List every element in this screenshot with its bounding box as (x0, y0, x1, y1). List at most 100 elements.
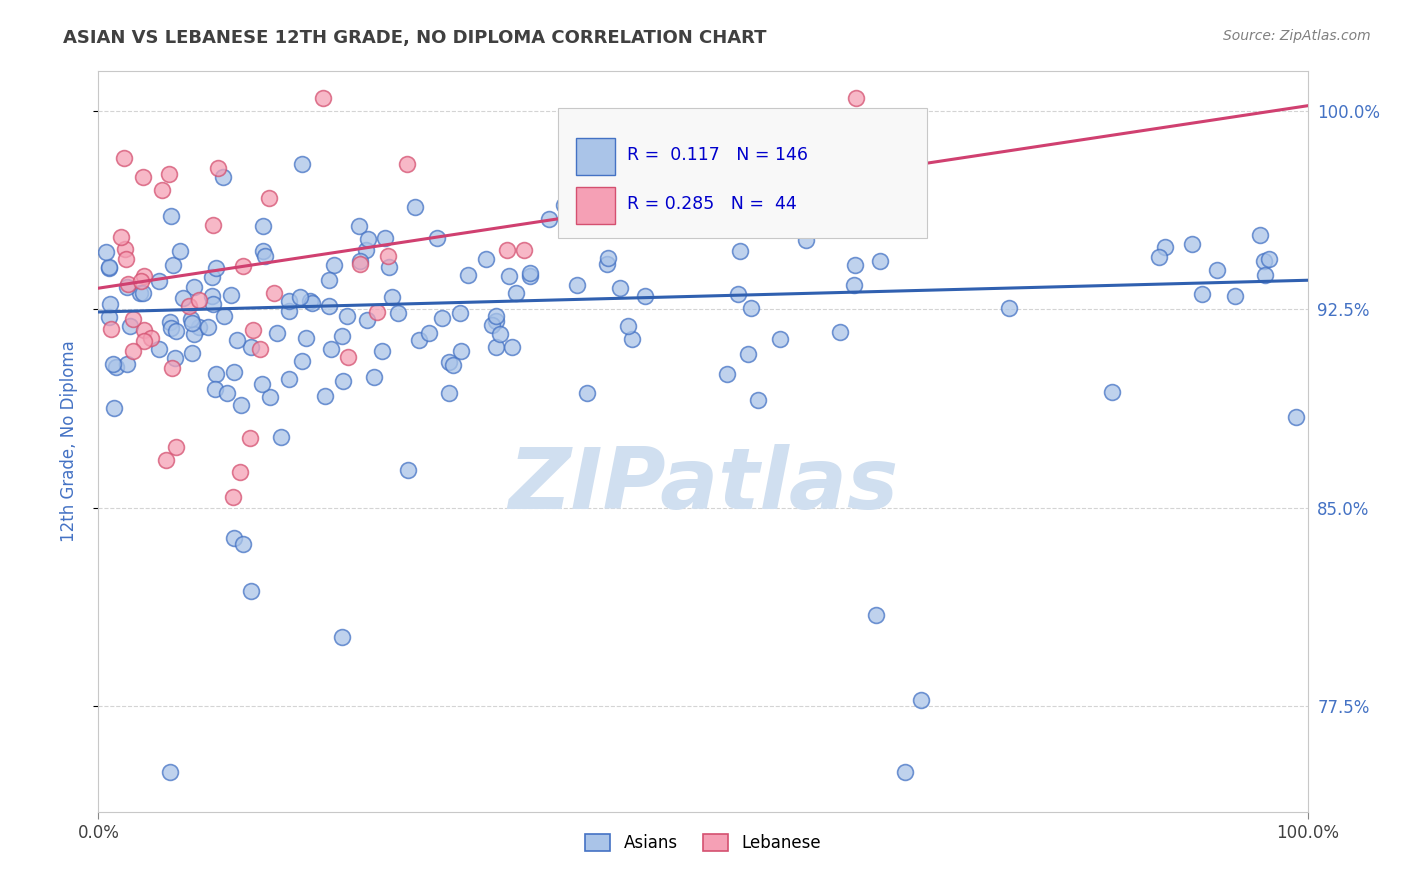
Point (128, 286, 150, 301)
Point (270, 429, 292, 443)
Point (183, 279, 205, 293)
Point (449, 305, 471, 319)
Point (609, 280, 631, 294)
Point (197, 320, 219, 334)
Point (374, 231, 396, 245)
Point (160, 209, 183, 223)
Point (794, 234, 817, 248)
Point (148, 343, 170, 357)
Point (519, 269, 541, 284)
Point (1191, 286, 1213, 301)
Point (349, 253, 371, 268)
Point (844, 258, 866, 272)
Point (101, 357, 124, 371)
Point (222, 531, 245, 545)
Text: ZIPatlas: ZIPatlas (508, 444, 898, 527)
Point (553, 198, 575, 212)
Point (475, 252, 498, 267)
Point (538, 211, 561, 226)
Point (181, 346, 204, 360)
Point (769, 332, 792, 346)
Point (396, 463, 419, 477)
Point (869, 253, 891, 268)
Point (263, 285, 285, 300)
Point (229, 465, 252, 479)
Point (366, 304, 388, 318)
Point (294, 330, 316, 344)
Point (363, 370, 385, 384)
Point (396, 157, 419, 171)
Point (134, 268, 156, 283)
Point (437, 355, 460, 369)
Point (314, 388, 336, 402)
Text: R = 0.285   N =  44: R = 0.285 N = 44 (627, 194, 797, 212)
Point (831, 198, 853, 212)
Point (747, 393, 769, 408)
Point (112, 151, 135, 165)
Point (117, 277, 139, 292)
Point (180, 311, 202, 326)
Point (378, 260, 401, 274)
Point (1254, 268, 1277, 282)
Text: ASIAN VS LEBANESE 12TH GRADE, NO DIPLOMA CORRELATION CHART: ASIAN VS LEBANESE 12TH GRADE, NO DIPLOMA… (63, 29, 766, 47)
Point (278, 293, 301, 308)
Point (159, 765, 181, 780)
Point (426, 230, 449, 244)
Point (242, 323, 264, 337)
Point (291, 157, 314, 171)
Point (565, 277, 588, 292)
Point (501, 340, 523, 354)
Point (997, 301, 1019, 315)
Point (1249, 227, 1271, 242)
Point (318, 273, 340, 287)
Point (354, 243, 377, 257)
Point (485, 314, 508, 328)
Point (98, 260, 121, 275)
Point (1223, 289, 1246, 303)
Point (505, 285, 527, 300)
Point (205, 367, 228, 381)
Point (257, 191, 280, 205)
Point (323, 258, 346, 272)
Point (1181, 236, 1204, 251)
Point (347, 219, 370, 234)
Point (165, 324, 187, 338)
FancyBboxPatch shape (558, 108, 927, 238)
Point (105, 360, 128, 375)
Point (120, 319, 142, 334)
Point (1206, 262, 1229, 277)
Point (253, 249, 276, 263)
Point (115, 357, 138, 371)
Point (370, 344, 392, 359)
FancyBboxPatch shape (576, 186, 614, 224)
Point (159, 321, 181, 335)
Point (575, 385, 598, 400)
Point (252, 244, 274, 258)
Point (232, 259, 254, 273)
Point (215, 386, 238, 401)
Point (356, 312, 378, 326)
Point (187, 293, 209, 307)
Point (205, 260, 228, 275)
Point (222, 490, 245, 504)
Point (179, 299, 201, 313)
Point (330, 631, 353, 645)
Point (132, 286, 155, 301)
Point (240, 583, 263, 598)
Point (148, 274, 170, 288)
Point (1285, 409, 1308, 424)
Point (183, 327, 205, 342)
FancyBboxPatch shape (576, 137, 614, 175)
Point (165, 351, 187, 366)
Point (845, 91, 868, 105)
Point (288, 290, 311, 304)
Point (180, 316, 202, 330)
Point (96, 244, 118, 259)
Point (330, 329, 353, 343)
Point (319, 342, 342, 356)
Point (252, 219, 274, 233)
Point (291, 354, 314, 368)
Point (266, 326, 288, 340)
Point (211, 170, 233, 185)
Point (159, 315, 181, 329)
